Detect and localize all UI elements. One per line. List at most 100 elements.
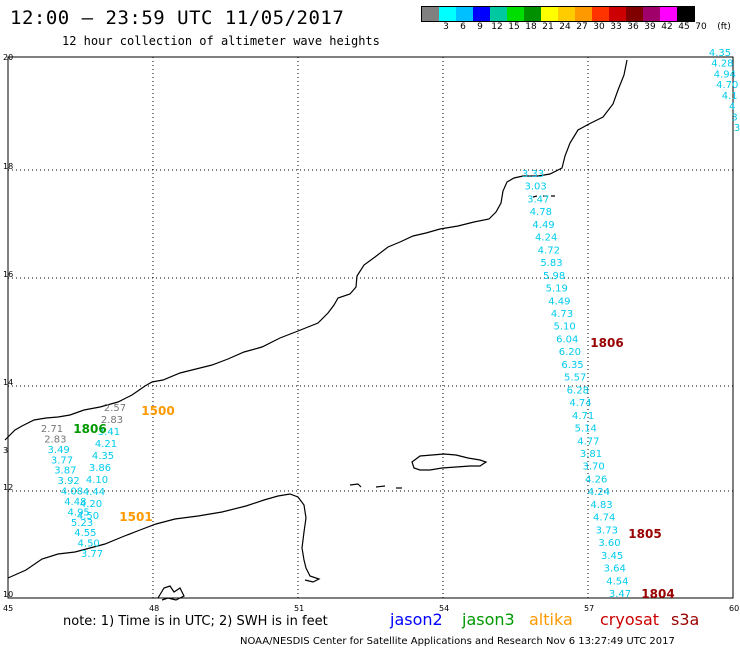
legend-label: 27 bbox=[576, 22, 588, 32]
swh-value: 4.35 bbox=[709, 48, 731, 59]
legend-swatch bbox=[490, 7, 507, 21]
swh-value: 4.54 bbox=[606, 576, 628, 587]
swh-value: 4.74 bbox=[569, 398, 591, 409]
swh-value: 3.41 bbox=[98, 427, 120, 438]
pass-time-label: 1806 bbox=[73, 422, 106, 436]
latitude-tick: 20 bbox=[3, 53, 13, 62]
swh-value: 4.78 bbox=[530, 207, 552, 218]
legend-label: 3 bbox=[443, 22, 449, 32]
swh-value: 4.20 bbox=[80, 499, 102, 510]
latitude-tick: 10 bbox=[3, 590, 13, 599]
latitude-tick: 18 bbox=[3, 162, 13, 171]
abd-al-kuri-island bbox=[349, 483, 362, 488]
swh-value: 3.60 bbox=[598, 538, 620, 549]
satellite-jason3: jason3 bbox=[462, 610, 515, 629]
altimeter-tracks: 3.333.033.474.784.494.244.725.835.985.19… bbox=[41, 48, 740, 600]
swh-value: 3.77 bbox=[81, 549, 103, 560]
swh-value: 4.26 bbox=[585, 474, 607, 485]
satellite-altika: altika bbox=[529, 610, 573, 629]
coastline bbox=[4, 59, 628, 601]
swh-value: 4.70 bbox=[716, 80, 738, 91]
legend-swatch bbox=[439, 7, 456, 21]
swh-value: 5.10 bbox=[554, 322, 576, 333]
legend-swatch bbox=[558, 7, 575, 21]
swh-value: 2.83 bbox=[101, 415, 123, 426]
legend-swatch bbox=[541, 7, 558, 21]
swh-value: 5.57 bbox=[564, 373, 586, 384]
swh-value: 3.64 bbox=[604, 564, 626, 575]
swh-value: 4.83 bbox=[590, 500, 612, 511]
pass-time-label: 1500 bbox=[141, 404, 174, 418]
legend-swatch bbox=[626, 7, 643, 21]
swh-value: 4.24 bbox=[588, 487, 610, 498]
legend-label: 70 bbox=[695, 22, 707, 32]
latitude-tick: 14 bbox=[3, 378, 13, 387]
swh-value: 3.81 bbox=[580, 449, 602, 460]
legend-swatch bbox=[524, 7, 541, 21]
legend-label: 18 bbox=[525, 22, 537, 32]
legend-label: 9 bbox=[477, 22, 483, 32]
legend-label: 21 bbox=[542, 22, 554, 32]
legend-label: 15 bbox=[508, 22, 520, 32]
legend-swatch bbox=[592, 7, 609, 21]
swh-value: 6.28 bbox=[567, 385, 589, 396]
swh-value: 4.50 bbox=[77, 511, 99, 522]
legend-swatch bbox=[422, 7, 439, 21]
swh-value: 5.19 bbox=[546, 284, 568, 295]
swh-value: 4.73 bbox=[551, 309, 573, 320]
legend-label: 12 bbox=[491, 22, 503, 32]
longitude-tick: 54 bbox=[439, 604, 449, 613]
lat-lon-grid: 45 48 51 54 57 60 20 18 16 14 12 10 3 bbox=[3, 53, 739, 613]
arabian-coast bbox=[4, 59, 628, 441]
swh-value: 4.35 bbox=[92, 451, 114, 462]
swh-value: 5.83 bbox=[540, 258, 562, 269]
latitude-tick: 16 bbox=[3, 270, 13, 279]
swh-value: 3.70 bbox=[583, 462, 605, 473]
swh-value: 4 bbox=[729, 102, 735, 113]
swh-value: 3.92 bbox=[58, 476, 80, 487]
swh-value: 4.74 bbox=[593, 513, 615, 524]
latitude-tick-partial: 3 bbox=[3, 446, 8, 455]
swh-value: 3.03 bbox=[525, 182, 547, 193]
swh-value: 4.94 bbox=[714, 69, 736, 80]
pass-time-label: 1806 bbox=[590, 336, 623, 350]
legend-label: 6 bbox=[460, 22, 466, 32]
swh-value: 4.48 bbox=[64, 497, 86, 508]
latitude-tick: 12 bbox=[3, 483, 13, 492]
swh-value: 4.08 bbox=[61, 487, 83, 498]
longitude-tick: 51 bbox=[294, 604, 304, 613]
swh-value: 3 bbox=[734, 123, 740, 134]
map-title: 12:00 – 23:59 UTC 11/05/2017 bbox=[10, 7, 345, 29]
longitude-tick: 57 bbox=[584, 604, 594, 613]
samhah-island bbox=[375, 485, 386, 488]
somali-coast-fragment bbox=[157, 585, 185, 601]
swh-value: 3.33 bbox=[522, 169, 544, 180]
swh-value: 3.47 bbox=[527, 194, 549, 205]
swh-value: 4.44 bbox=[83, 487, 105, 498]
legend-swatch bbox=[609, 7, 626, 21]
swh-value: 6.35 bbox=[561, 360, 583, 371]
legend-label: 45 bbox=[678, 22, 690, 32]
longitude-tick: 45 bbox=[3, 604, 13, 613]
swh-value: 6.04 bbox=[556, 334, 578, 345]
legend-labels: 3 6 9 12 15 18 21 24 27 30 33 36 39 42 4… bbox=[421, 22, 740, 34]
swh-value: 3.45 bbox=[601, 551, 623, 562]
swh-value: 6.20 bbox=[559, 347, 581, 358]
credit-line: NOAA/NESDIS Center for Satellite Applica… bbox=[240, 636, 675, 647]
legend-label: 42 bbox=[661, 22, 673, 32]
swh-value: 3 bbox=[731, 112, 737, 123]
swh-value: 5.23 bbox=[71, 518, 93, 529]
satellite-cryosat: cryosat bbox=[600, 610, 660, 629]
pass-time-label: 1501 bbox=[119, 510, 152, 524]
socotra-island bbox=[411, 453, 488, 471]
kuria-muria-islands bbox=[532, 195, 555, 198]
swh-value: 4.49 bbox=[532, 220, 554, 231]
swh-value: 4.72 bbox=[538, 245, 560, 256]
swh-value: 3.73 bbox=[596, 525, 618, 536]
legend-swatch bbox=[456, 7, 473, 21]
longitude-tick: 48 bbox=[149, 604, 159, 613]
legend-swatch bbox=[643, 7, 660, 21]
swh-value: 4.71 bbox=[572, 411, 594, 422]
pass-time-label: 1805 bbox=[628, 527, 661, 541]
